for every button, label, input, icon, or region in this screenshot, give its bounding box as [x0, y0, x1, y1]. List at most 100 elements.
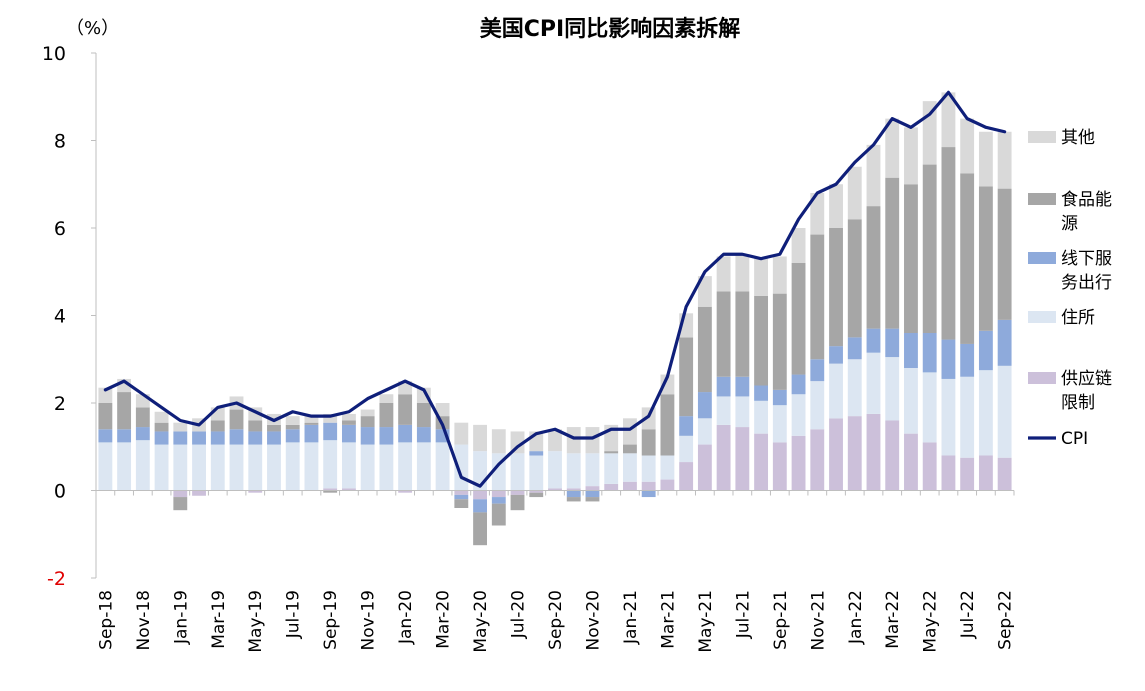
bar-shelter-Aug-19 [304, 442, 319, 491]
bar-food_energy-Aug-22 [978, 186, 993, 331]
bar-shelter-Nov-20 [585, 453, 600, 487]
bar-shelter-May-21 [697, 418, 712, 445]
bar-food_energy-Nov-18 [135, 407, 150, 428]
bar-other-Dec-19 [379, 394, 394, 403]
bar-shelter-Mar-21 [660, 455, 675, 480]
bar-services-Oct-18 [117, 429, 132, 443]
bar-layer [98, 92, 1012, 546]
bar-food_energy-May-19 [248, 420, 263, 432]
bar-supply-Nov-21 [810, 429, 825, 491]
y-tick-label: 0 [54, 481, 66, 503]
bar-food_energy-Jul-19 [285, 424, 300, 430]
bar-services-Jun-22 [941, 339, 956, 379]
bar-services-Jul-22 [960, 343, 975, 377]
x-tick-label: May-22 [921, 590, 941, 653]
x-tick-label: Jul-22 [958, 590, 978, 639]
bar-food_energy-Oct-19 [341, 420, 356, 425]
bar-food_energy-Jun-21 [716, 291, 731, 377]
x-tick-label: Sep-20 [546, 590, 566, 650]
bar-supply-Aug-21 [754, 433, 769, 491]
bar-supply-Sep-19 [323, 488, 338, 491]
x-tick-label: Jan-20 [396, 590, 416, 645]
bar-shelter-Jan-22 [847, 359, 862, 417]
bar-services-Jun-20 [491, 497, 506, 504]
x-tick-label: Mar-19 [209, 590, 229, 649]
bar-services-Sep-18 [98, 429, 113, 443]
bar-shelter-Mar-20 [435, 442, 450, 491]
bar-shelter-Aug-21 [754, 400, 769, 434]
bar-food_energy-Feb-21 [641, 429, 656, 456]
legend-swatch-services [1028, 252, 1056, 264]
y-tick-label: 2 [54, 393, 66, 415]
bar-other-Oct-19 [341, 413, 356, 421]
legend-label-supply: 供应链 [1061, 369, 1112, 389]
bar-shelter-Apr-22 [904, 368, 918, 434]
bar-food_energy-Sep-18 [98, 403, 113, 430]
bar-other-Mar-21 [660, 374, 675, 395]
x-tick-label: Jul-21 [733, 590, 753, 639]
bar-services-Feb-19 [192, 431, 206, 445]
bar-food_energy-May-21 [697, 306, 712, 393]
bar-shelter-Sep-18 [98, 442, 113, 491]
y-axis-ticks: 10 8 6 4 2 0 -2 [42, 43, 66, 590]
x-tick-label: Nov-18 [134, 590, 154, 651]
bar-services-Sep-21 [772, 389, 787, 406]
bar-food_energy-Sep-19 [323, 490, 338, 493]
bar-supply-May-20 [473, 490, 487, 500]
axes-layer [91, 52, 1015, 579]
bar-supply-Nov-20 [585, 486, 600, 491]
bar-shelter-Jul-22 [960, 376, 975, 458]
bar-services-Feb-20 [416, 427, 431, 443]
bar-food_energy-Jan-21 [623, 444, 637, 454]
bar-shelter-Apr-19 [229, 444, 244, 491]
bar-supply-Jan-19 [173, 490, 188, 498]
bar-shelter-May-19 [248, 444, 263, 491]
bar-other-Nov-21 [810, 193, 825, 235]
y-axis-unit: （%） [66, 18, 119, 39]
bar-other-Sep-18 [98, 387, 113, 403]
bar-supply-Dec-21 [829, 418, 843, 491]
bar-services-Apr-22 [904, 333, 918, 368]
bar-food_energy-Feb-22 [866, 206, 881, 329]
bar-services-Mar-19 [210, 431, 225, 445]
bar-services-Jun-21 [716, 376, 731, 397]
bar-shelter-Nov-19 [360, 444, 375, 491]
bar-supply-Mar-22 [885, 420, 900, 491]
bar-services-May-21 [697, 392, 712, 419]
y-tick-label: -2 [47, 568, 66, 590]
bar-food_energy-May-20 [473, 512, 487, 546]
bar-supply-Jan-22 [847, 416, 862, 491]
bar-other-Sep-21 [772, 256, 787, 294]
bar-other-Sep-20 [548, 429, 562, 452]
bar-shelter-Sep-22 [997, 365, 1012, 458]
bar-other-Aug-21 [754, 258, 769, 296]
cpi-line [103, 90, 1007, 488]
bar-food_energy-Nov-21 [810, 234, 825, 360]
bar-supply-Oct-20 [566, 488, 581, 491]
bar-supply-Mar-21 [660, 479, 675, 491]
cpi-line-layer [103, 90, 1007, 488]
bar-other-Dec-18 [154, 411, 169, 423]
bar-food_energy-Dec-20 [604, 451, 619, 454]
bar-supply-Apr-21 [679, 462, 694, 491]
bar-supply-Aug-20 [529, 490, 544, 493]
bar-other-Jun-22 [941, 92, 956, 148]
bar-food_energy-Feb-20 [416, 403, 431, 428]
bar-food_energy-Mar-22 [885, 177, 900, 329]
bar-supply-Dec-20 [604, 483, 619, 491]
bar-services-Aug-20 [529, 451, 544, 456]
bar-other-Jul-21 [735, 254, 750, 292]
bar-shelter-Nov-18 [135, 440, 150, 491]
x-tick-label: Jul-19 [284, 590, 304, 639]
bar-supply-Jun-21 [716, 424, 731, 491]
bar-services-Aug-21 [754, 385, 769, 401]
bar-food_energy-Jun-19 [267, 424, 281, 432]
x-tick-label: Nov-21 [808, 590, 828, 651]
bar-services-Dec-21 [829, 346, 843, 364]
legend-label-services: 线下服 [1061, 249, 1112, 269]
bar-other-Apr-20 [454, 422, 469, 445]
bar-shelter-Sep-19 [323, 440, 338, 489]
bar-food_energy-Oct-18 [117, 392, 132, 430]
bar-food_energy-Mar-21 [660, 394, 675, 456]
